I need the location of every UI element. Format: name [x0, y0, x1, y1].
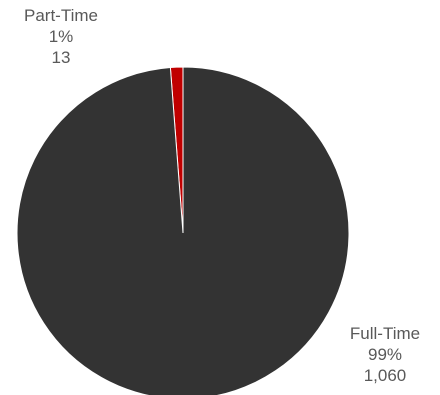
slice-name-full-time: Full-Time — [349, 324, 421, 343]
slice-value-full-time: 1,060 — [363, 366, 407, 385]
slice-percent-full-time: 99% — [367, 345, 403, 364]
data-label-full-time: Full-Time 99% 1,060 — [335, 323, 435, 386]
slice-name-part-time: Part-Time — [24, 6, 98, 25]
slice-value-part-time: 13 — [51, 48, 71, 67]
pie-slice-full-time — [16, 66, 350, 395]
data-label-part-time: Part-Time 1% 13 — [8, 5, 114, 68]
slice-percent-part-time: 1% — [48, 27, 74, 46]
